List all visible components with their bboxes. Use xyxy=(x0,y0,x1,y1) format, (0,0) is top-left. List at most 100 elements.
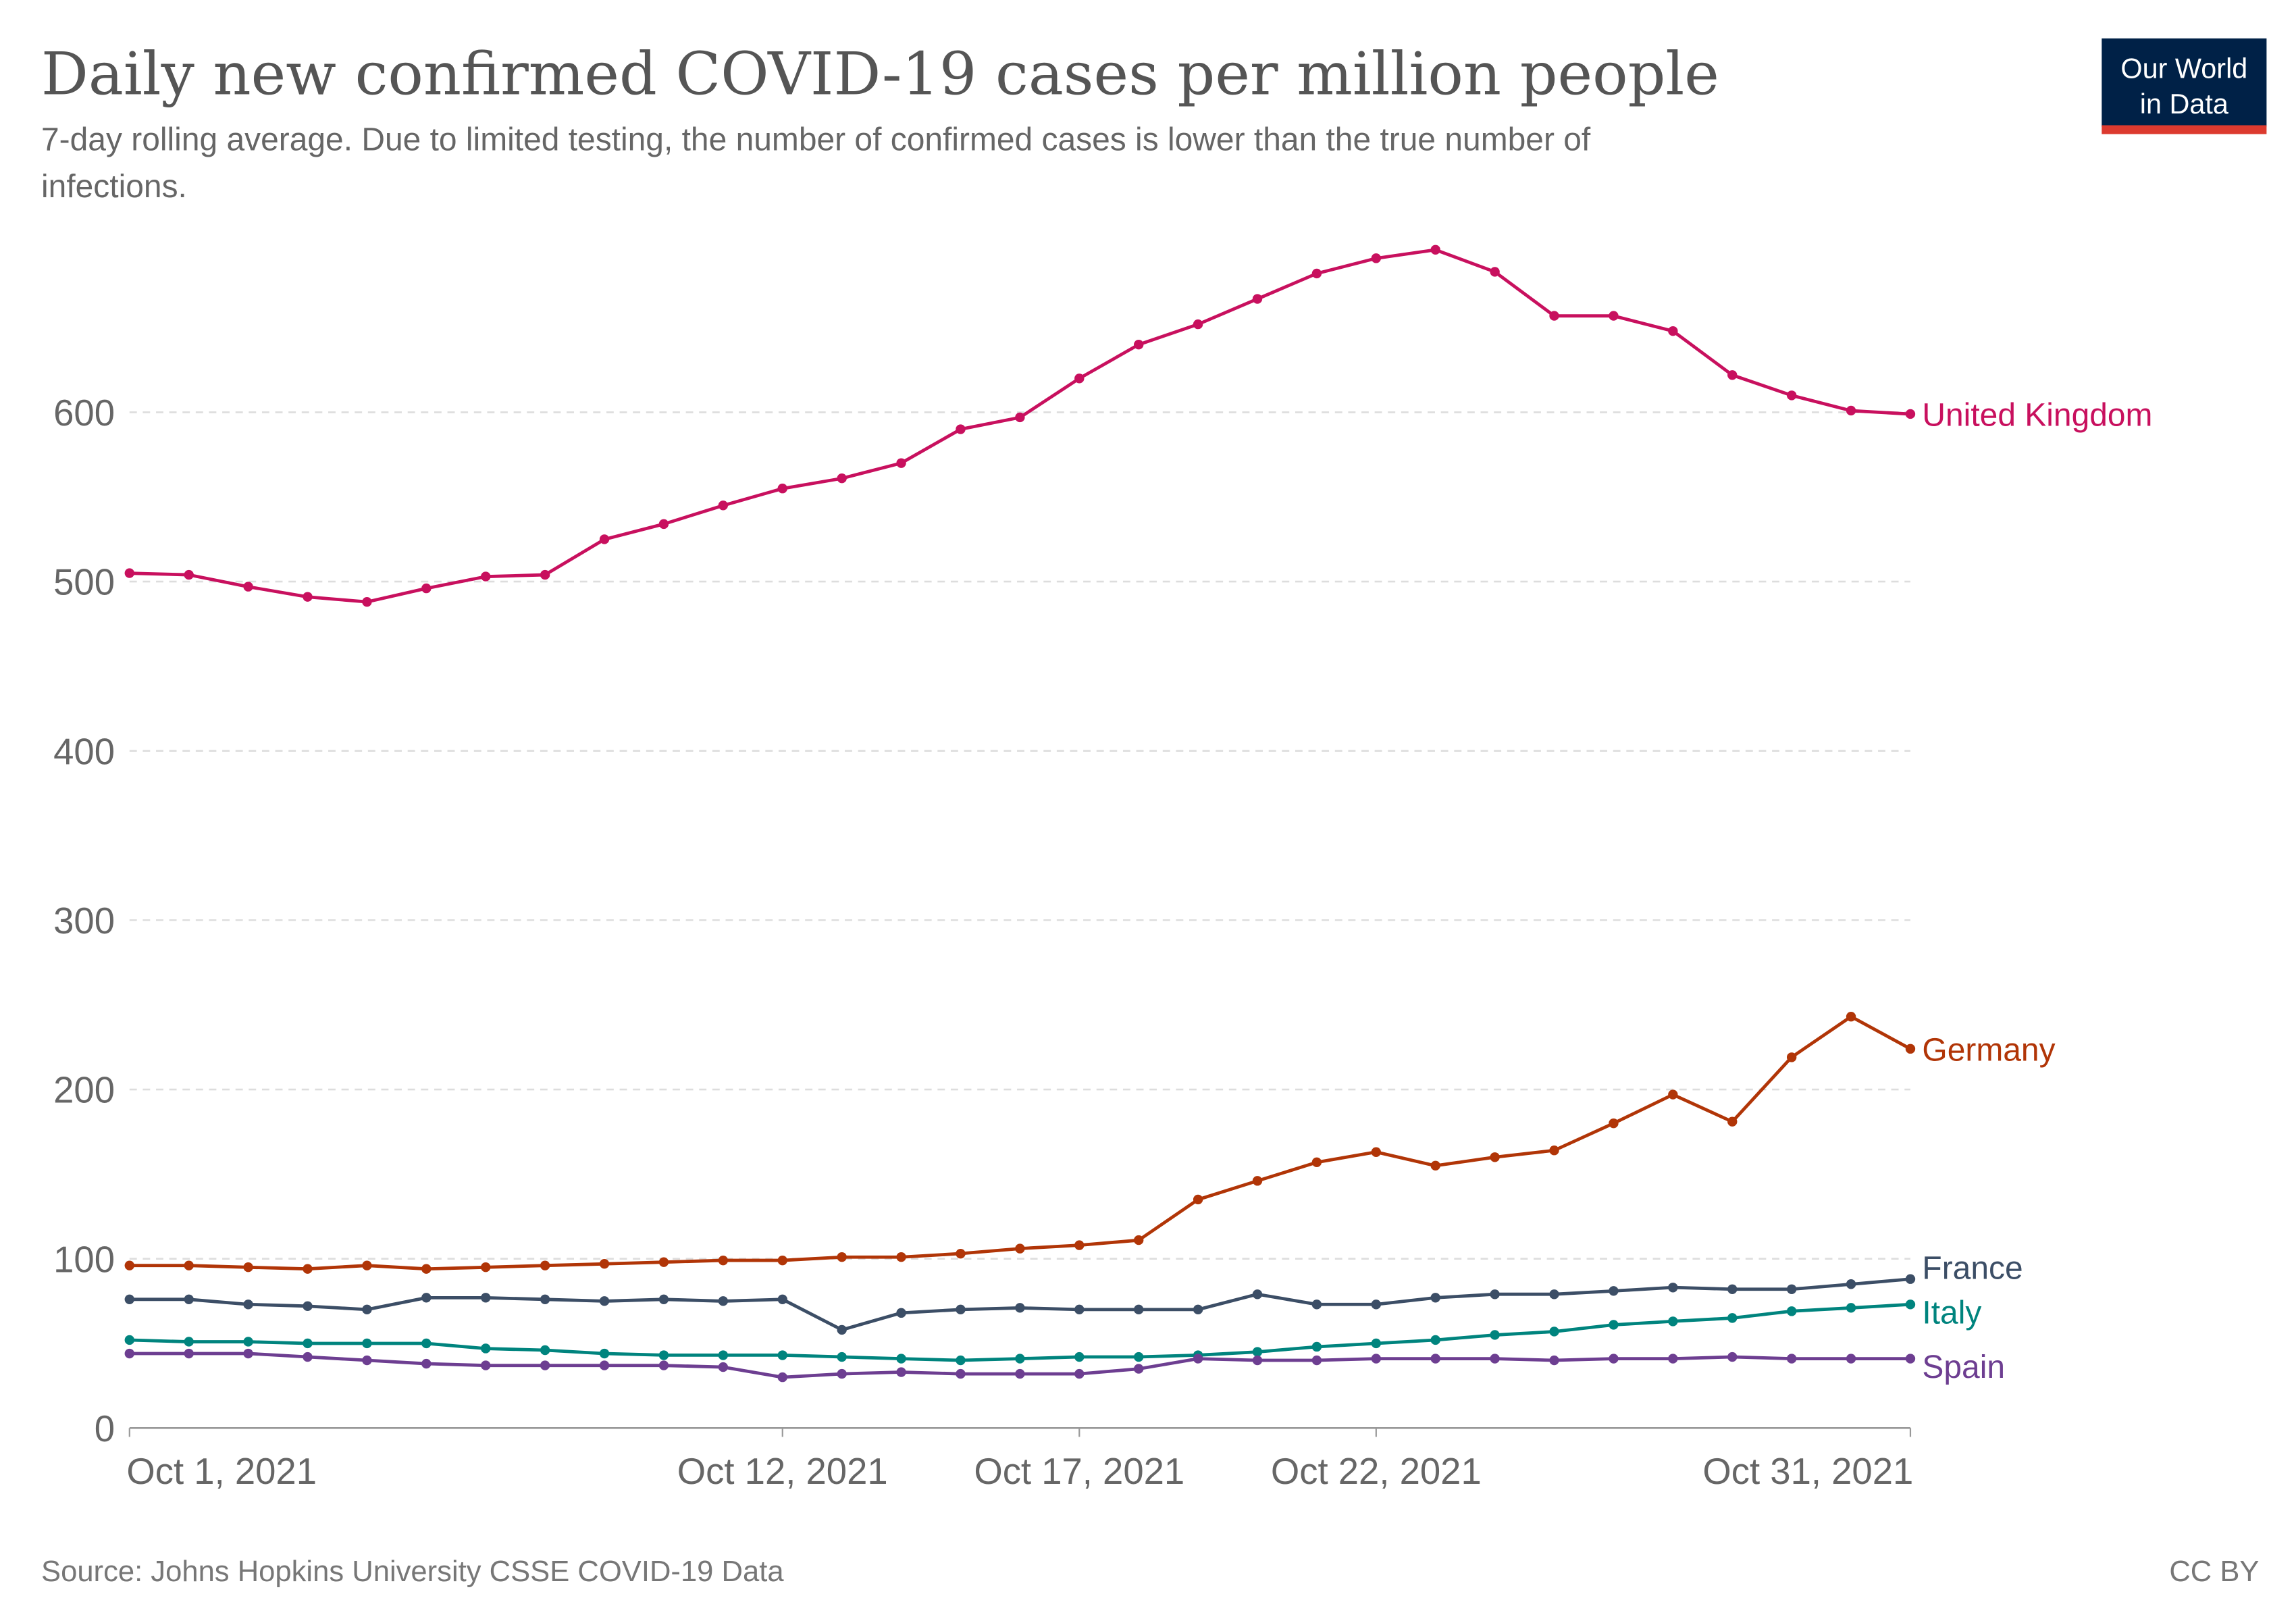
series-label: Spain xyxy=(1922,1349,2005,1385)
data-point xyxy=(777,1350,787,1360)
y-tick-label: 100 xyxy=(53,1239,115,1280)
data-point xyxy=(777,1372,787,1383)
data-point xyxy=(1134,1364,1144,1374)
data-point xyxy=(1727,370,1738,380)
data-point xyxy=(124,1294,134,1304)
license-note[interactable]: CC BY xyxy=(2169,1555,2259,1588)
data-point xyxy=(243,1300,253,1310)
data-point xyxy=(1905,1274,1916,1284)
series-labels: United Kingdom Germany France Italy Spain xyxy=(1922,397,2152,1385)
data-point xyxy=(599,534,610,544)
data-point xyxy=(243,1262,253,1272)
data-point xyxy=(1786,1052,1797,1062)
data-point xyxy=(1252,1176,1263,1186)
data-point xyxy=(1252,1289,1263,1300)
data-point xyxy=(421,1358,432,1369)
data-point xyxy=(1490,1152,1500,1162)
data-point xyxy=(1430,245,1440,255)
data-point xyxy=(1074,1304,1085,1315)
data-point xyxy=(1905,1044,1916,1054)
data-point xyxy=(1490,1289,1500,1300)
data-point xyxy=(1015,1368,1025,1379)
data-point xyxy=(1846,1303,1856,1313)
data-point xyxy=(1549,1289,1559,1300)
data-point xyxy=(1549,1327,1559,1337)
data-point xyxy=(481,1343,491,1354)
data-point xyxy=(837,473,847,484)
data-point xyxy=(599,1296,610,1306)
data-point xyxy=(184,1337,194,1347)
data-point xyxy=(303,1264,313,1274)
data-point xyxy=(1193,1194,1203,1205)
chart-subtitle: 7-day rolling average. Due to limited te… xyxy=(41,122,1591,158)
data-point xyxy=(1074,1368,1085,1379)
data-point xyxy=(1074,1352,1085,1362)
x-tick-label: Oct 22, 2021 xyxy=(1271,1451,1482,1492)
data-point xyxy=(718,1362,729,1372)
data-point xyxy=(1252,1347,1263,1357)
data-point xyxy=(1905,1300,1916,1310)
data-point xyxy=(540,1345,550,1356)
data-point xyxy=(1727,1116,1738,1127)
data-point xyxy=(1430,1293,1440,1303)
data-point xyxy=(303,1301,313,1312)
data-point xyxy=(658,1360,669,1370)
data-point xyxy=(956,1248,966,1259)
data-point xyxy=(1549,311,1559,321)
data-point xyxy=(124,1260,134,1270)
series-line xyxy=(129,1302,1911,1362)
data-point xyxy=(1905,1354,1916,1364)
owid-logo[interactable]: Our World in Data xyxy=(2102,38,2267,134)
data-point xyxy=(1252,1355,1263,1366)
data-point xyxy=(362,596,372,607)
data-point xyxy=(1134,1235,1144,1245)
data-point xyxy=(1430,1160,1440,1170)
data-point xyxy=(956,1355,966,1366)
data-point xyxy=(1074,1240,1085,1250)
data-point xyxy=(124,1335,134,1345)
data-point xyxy=(1668,1354,1678,1364)
data-point xyxy=(184,1348,194,1359)
y-tick-label: 200 xyxy=(53,1070,115,1111)
y-tick-label: 0 xyxy=(95,1408,115,1449)
data-point xyxy=(1430,1354,1440,1364)
data-point xyxy=(303,1338,313,1349)
logo-background xyxy=(2102,38,2267,127)
data-point xyxy=(896,1308,906,1318)
series-spain xyxy=(124,1348,1916,1383)
data-point xyxy=(1609,1320,1619,1330)
data-point xyxy=(1786,390,1797,401)
x-tick-label: Oct 17, 2021 xyxy=(974,1451,1184,1492)
data-point xyxy=(1074,374,1085,384)
data-point xyxy=(124,568,134,578)
source-note[interactable]: Source: Johns Hopkins University CSSE CO… xyxy=(41,1555,784,1588)
data-point xyxy=(362,1304,372,1315)
data-point xyxy=(1905,409,1916,419)
data-point xyxy=(1193,1304,1203,1315)
data-point xyxy=(1727,1352,1738,1362)
data-point xyxy=(1371,253,1382,263)
data-point xyxy=(599,1360,610,1370)
data-point xyxy=(1311,1157,1322,1167)
data-point xyxy=(658,1294,669,1304)
series-label: Italy xyxy=(1922,1295,1981,1331)
data-point xyxy=(303,1352,313,1362)
data-point xyxy=(896,1354,906,1364)
data-point xyxy=(243,1348,253,1359)
data-point xyxy=(540,569,550,580)
data-point xyxy=(1311,1355,1322,1366)
series-label: United Kingdom xyxy=(1922,397,2152,433)
data-point xyxy=(1668,326,1678,336)
y-tick-label: 600 xyxy=(53,392,115,434)
data-point xyxy=(1549,1355,1559,1366)
series-germany xyxy=(124,1012,1916,1274)
x-axis: Oct 1, 2021 Oct 12, 2021 Oct 17, 2021 Oct 2… xyxy=(126,1426,1913,1492)
data-point xyxy=(1371,1300,1382,1310)
data-point xyxy=(184,1294,194,1304)
data-point xyxy=(540,1260,550,1270)
logo-text-1: Our World xyxy=(2120,53,2247,84)
data-point xyxy=(658,519,669,530)
data-point xyxy=(540,1360,550,1370)
logo-accent-bar xyxy=(2102,125,2267,134)
